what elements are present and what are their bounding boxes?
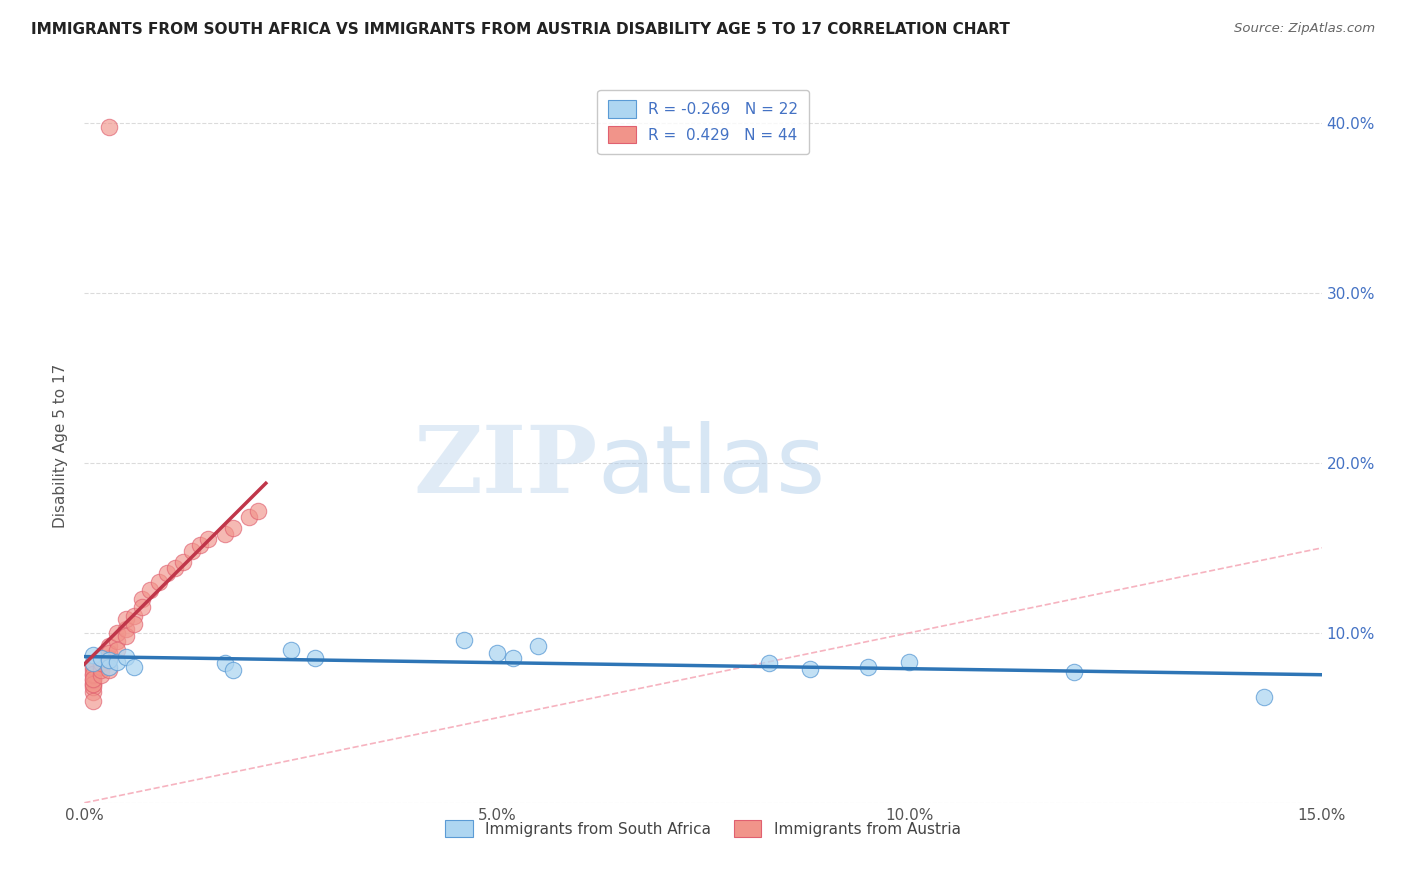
Point: [98, 651, 121, 665]
Text: Source: ZipAtlas.com: Source: ZipAtlas.com: [1234, 22, 1375, 36]
Point: [246, 503, 269, 517]
Point: [105, 655, 128, 669]
Point: [180, 544, 202, 558]
Point: [82, 673, 104, 688]
Point: [82, 694, 104, 708]
Point: [82, 668, 104, 682]
Point: [122, 660, 145, 674]
Point: [238, 510, 260, 524]
Point: [188, 537, 211, 551]
Point: [172, 555, 194, 569]
Point: [82, 672, 104, 686]
Text: atlas: atlas: [598, 421, 827, 514]
Point: [98, 660, 121, 674]
Point: [222, 520, 245, 534]
Point: [90, 668, 112, 682]
Point: [114, 612, 136, 626]
Point: [527, 640, 550, 654]
Point: [82, 685, 104, 699]
Point: [485, 646, 508, 660]
Point: [758, 657, 780, 671]
Point: [304, 651, 326, 665]
Text: IMMIGRANTS FROM SOUTH AFRICA VS IMMIGRANTS FROM AUSTRIA DISABILITY AGE 5 TO 17 C: IMMIGRANTS FROM SOUTH AFRICA VS IMMIGRAN…: [31, 22, 1010, 37]
Point: [502, 651, 524, 665]
Point: [105, 626, 128, 640]
Text: ZIP: ZIP: [413, 423, 598, 512]
Point: [197, 533, 219, 547]
Point: [82, 648, 104, 662]
Point: [82, 677, 104, 691]
Point: [114, 623, 136, 637]
Point: [799, 662, 821, 676]
Point: [131, 600, 153, 615]
Point: [90, 651, 112, 665]
Point: [898, 655, 921, 669]
Point: [98, 646, 121, 660]
Point: [214, 657, 236, 671]
Point: [165, 561, 187, 575]
Point: [82, 660, 104, 674]
Point: [82, 663, 104, 677]
Point: [122, 617, 145, 632]
Point: [82, 677, 104, 691]
Point: [98, 120, 121, 134]
Point: [105, 634, 128, 648]
Point: [98, 640, 121, 654]
Point: [98, 663, 121, 677]
Point: [156, 566, 179, 581]
Point: [114, 629, 136, 643]
Point: [280, 643, 302, 657]
Point: [214, 527, 236, 541]
Point: [1253, 690, 1275, 705]
Point: [82, 657, 104, 671]
Point: [139, 583, 162, 598]
Point: [122, 608, 145, 623]
Point: [82, 657, 104, 671]
Point: [90, 660, 112, 674]
Point: [114, 649, 136, 664]
Point: [105, 643, 128, 657]
Point: [222, 663, 245, 677]
Point: [82, 666, 104, 681]
Point: [90, 663, 112, 677]
Point: [1063, 665, 1085, 679]
Point: [856, 660, 879, 674]
Legend: Immigrants from South Africa, Immigrants from Austria: Immigrants from South Africa, Immigrants…: [437, 813, 969, 845]
Point: [90, 651, 112, 665]
Y-axis label: Disability Age 5 to 17: Disability Age 5 to 17: [53, 364, 69, 528]
Point: [453, 632, 475, 647]
Point: [98, 653, 121, 667]
Point: [90, 657, 112, 671]
Point: [82, 680, 104, 694]
Point: [148, 574, 170, 589]
Point: [131, 591, 153, 606]
